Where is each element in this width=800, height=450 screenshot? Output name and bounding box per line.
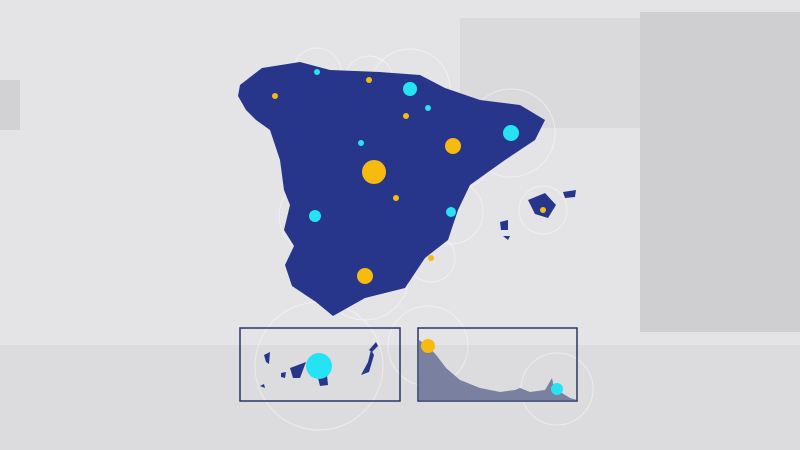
cyan-circle-marker	[425, 105, 431, 111]
cyan-circle-marker	[309, 210, 321, 222]
yellow-circle-marker	[362, 160, 386, 184]
yellow-circle-marker	[428, 255, 434, 261]
cyan-circle-marker	[446, 207, 456, 217]
ibiza	[500, 220, 508, 230]
cyan-circle-marker	[551, 383, 563, 395]
canary-islands	[260, 342, 378, 388]
cyan-circle-marker	[403, 82, 417, 96]
formentera	[503, 236, 510, 240]
yellow-circle-marker	[421, 339, 435, 353]
mainland-spain	[238, 62, 545, 316]
markers	[272, 69, 563, 395]
cyan-circle-marker	[314, 69, 320, 75]
yellow-circle-marker	[540, 207, 546, 213]
bg-panel-right	[640, 12, 800, 332]
cyan-circle-marker	[503, 125, 519, 141]
canary-islands-inset	[239, 327, 401, 402]
yellow-circle-marker	[393, 195, 399, 201]
north-africa-coast	[419, 340, 577, 400]
yellow-circle-marker	[272, 93, 278, 99]
bg-panel-left	[0, 80, 20, 130]
cyan-circle-marker	[358, 140, 364, 146]
yellow-circle-marker	[357, 268, 373, 284]
ceuta-melilla-inset	[417, 327, 578, 402]
yellow-circle-marker	[403, 113, 409, 119]
marker-ring	[518, 185, 568, 235]
yellow-circle-marker	[445, 138, 461, 154]
cyan-circle-marker	[306, 353, 332, 379]
menorca	[563, 190, 576, 198]
yellow-circle-marker	[366, 77, 372, 83]
mallorca	[528, 193, 556, 218]
